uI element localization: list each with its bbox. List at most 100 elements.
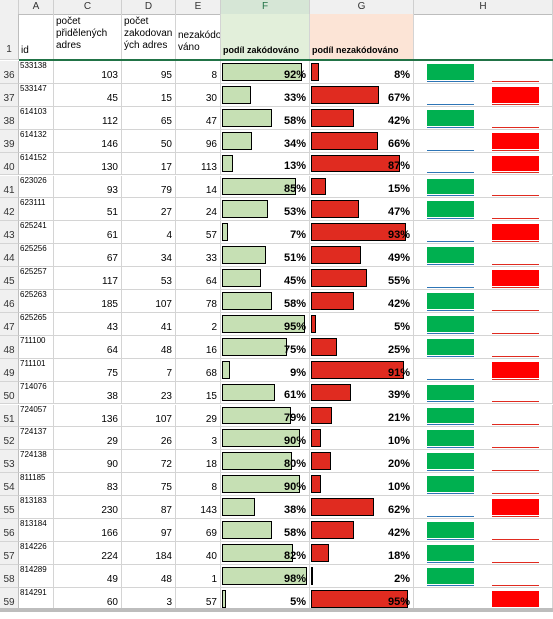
indicator-cell[interactable] <box>414 496 553 519</box>
assigned-cell[interactable]: 29 <box>54 427 122 451</box>
uncoded-cell[interactable]: 8 <box>176 473 221 497</box>
id-cell[interactable]: 625241 <box>19 221 54 245</box>
share-uncoded-cell[interactable]: 15% <box>310 175 414 199</box>
share-coded-cell[interactable]: 90% <box>221 473 310 497</box>
coded-cell[interactable]: 17 <box>122 152 176 176</box>
horizontal-scrollbar[interactable] <box>0 608 553 612</box>
assigned-cell[interactable]: 103 <box>54 61 122 84</box>
row-header[interactable]: 50 <box>0 381 19 405</box>
id-cell[interactable]: 533138 <box>19 61 54 84</box>
uncoded-cell[interactable]: 15 <box>176 381 221 405</box>
assigned-cell[interactable]: 146 <box>54 129 122 153</box>
row-header[interactable]: 42 <box>0 198 19 222</box>
coded-cell[interactable]: 97 <box>122 519 176 542</box>
assigned-cell[interactable]: 130 <box>54 152 122 176</box>
row-header[interactable]: 55 <box>0 496 19 519</box>
column-header-e[interactable]: E <box>176 0 221 14</box>
uncoded-cell[interactable]: 3 <box>176 427 221 451</box>
share-coded-cell[interactable]: 34% <box>221 129 310 153</box>
share-coded-cell[interactable]: 58% <box>221 290 310 313</box>
id-cell[interactable]: 813183 <box>19 496 54 519</box>
coded-cell[interactable]: 15 <box>122 83 176 107</box>
uncoded-cell[interactable]: 69 <box>176 519 221 542</box>
share-uncoded-cell[interactable]: 47% <box>310 198 414 222</box>
coded-cell[interactable]: 184 <box>122 541 176 565</box>
coded-cell[interactable]: 79 <box>122 175 176 199</box>
indicator-cell[interactable] <box>414 152 553 176</box>
indicator-cell[interactable] <box>414 198 553 222</box>
assigned-cell[interactable]: 90 <box>54 450 122 474</box>
id-cell[interactable]: 625263 <box>19 290 54 313</box>
select-all-corner[interactable] <box>0 0 19 14</box>
column-header-f[interactable]: F <box>221 0 310 14</box>
indicator-cell[interactable] <box>414 473 553 497</box>
uncoded-cell[interactable]: 24 <box>176 198 221 222</box>
assigned-cell[interactable]: 117 <box>54 267 122 290</box>
uncoded-cell[interactable]: 113 <box>176 152 221 176</box>
indicator-cell[interactable] <box>414 312 553 336</box>
coded-cell[interactable]: 50 <box>122 129 176 153</box>
indicator-cell[interactable] <box>414 358 553 382</box>
share-coded-cell[interactable]: 80% <box>221 450 310 474</box>
coded-cell[interactable]: 27 <box>122 198 176 222</box>
id-cell[interactable]: 711100 <box>19 335 54 359</box>
row-header-1[interactable]: 1 <box>0 14 19 60</box>
id-cell[interactable]: 614103 <box>19 106 54 130</box>
share-uncoded-cell[interactable]: 8% <box>310 61 414 84</box>
share-coded-cell[interactable]: 82% <box>221 541 310 565</box>
row-header[interactable]: 41 <box>0 175 19 199</box>
assigned-cell[interactable]: 136 <box>54 404 122 428</box>
indicator-cell[interactable] <box>414 404 553 428</box>
coded-cell[interactable]: 41 <box>122 312 176 336</box>
share-uncoded-cell[interactable]: 62% <box>310 496 414 519</box>
coded-cell[interactable]: 26 <box>122 427 176 451</box>
share-uncoded-cell[interactable]: 39% <box>310 381 414 405</box>
share-uncoded-cell[interactable]: 67% <box>310 83 414 107</box>
coded-cell[interactable]: 87 <box>122 496 176 519</box>
id-cell[interactable]: 711101 <box>19 358 54 382</box>
share-uncoded-cell[interactable]: 95% <box>310 587 414 611</box>
coded-cell[interactable]: 72 <box>122 450 176 474</box>
assigned-cell[interactable]: 112 <box>54 106 122 130</box>
row-header[interactable]: 51 <box>0 404 19 428</box>
coded-cell[interactable]: 4 <box>122 221 176 245</box>
row-header[interactable]: 52 <box>0 427 19 451</box>
row-header[interactable]: 40 <box>0 152 19 176</box>
coded-cell[interactable]: 7 <box>122 358 176 382</box>
share-uncoded-cell[interactable]: 42% <box>310 290 414 313</box>
row-header[interactable]: 44 <box>0 244 19 268</box>
uncoded-cell[interactable]: 57 <box>176 221 221 245</box>
share-uncoded-cell[interactable]: 66% <box>310 129 414 153</box>
share-coded-cell[interactable]: 13% <box>221 152 310 176</box>
share-coded-cell[interactable]: 95% <box>221 312 310 336</box>
share-uncoded-cell[interactable]: 42% <box>310 519 414 542</box>
share-coded-cell[interactable]: 45% <box>221 267 310 290</box>
id-cell[interactable]: 533147 <box>19 83 54 107</box>
share-uncoded-cell[interactable]: 91% <box>310 358 414 382</box>
row-header[interactable]: 43 <box>0 221 19 245</box>
column-header-h[interactable]: H <box>414 0 553 14</box>
uncoded-cell[interactable]: 30 <box>176 83 221 107</box>
id-cell[interactable]: 724057 <box>19 404 54 428</box>
share-coded-cell[interactable]: 38% <box>221 496 310 519</box>
indicator-cell[interactable] <box>414 106 553 130</box>
indicator-cell[interactable] <box>414 290 553 313</box>
indicator-cell[interactable] <box>414 61 553 84</box>
uncoded-cell[interactable]: 1 <box>176 564 221 588</box>
column-header-g[interactable]: G <box>310 0 414 14</box>
share-uncoded-cell[interactable]: 10% <box>310 427 414 451</box>
coded-cell[interactable]: 65 <box>122 106 176 130</box>
uncoded-cell[interactable]: 143 <box>176 496 221 519</box>
uncoded-cell[interactable]: 47 <box>176 106 221 130</box>
coded-cell[interactable]: 95 <box>122 61 176 84</box>
indicator-cell[interactable] <box>414 450 553 474</box>
column-header-d[interactable]: D <box>122 0 176 14</box>
id-cell[interactable]: 623026 <box>19 175 54 199</box>
assigned-cell[interactable]: 51 <box>54 198 122 222</box>
id-cell[interactable]: 614152 <box>19 152 54 176</box>
header-h[interactable] <box>414 14 553 60</box>
share-uncoded-cell[interactable]: 42% <box>310 106 414 130</box>
share-coded-cell[interactable]: 7% <box>221 221 310 245</box>
indicator-cell[interactable] <box>414 175 553 199</box>
share-uncoded-cell[interactable]: 49% <box>310 244 414 268</box>
